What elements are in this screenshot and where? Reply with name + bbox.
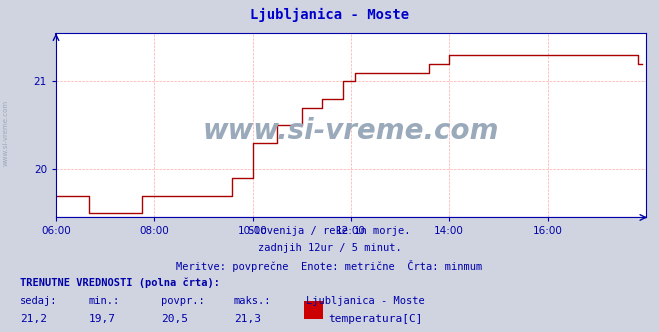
Text: temperatura[C]: temperatura[C] <box>328 314 422 324</box>
Text: povpr.:: povpr.: <box>161 296 205 306</box>
Text: min.:: min.: <box>89 296 120 306</box>
Text: Ljubljanica - Moste: Ljubljanica - Moste <box>306 296 425 306</box>
Text: Slovenija / reke in morje.: Slovenija / reke in morje. <box>248 226 411 236</box>
Text: 21,3: 21,3 <box>234 314 261 324</box>
Text: Ljubljanica - Moste: Ljubljanica - Moste <box>250 8 409 23</box>
Text: 21,2: 21,2 <box>20 314 47 324</box>
Text: 19,7: 19,7 <box>89 314 116 324</box>
Text: sedaj:: sedaj: <box>20 296 57 306</box>
Text: www.si-vreme.com: www.si-vreme.com <box>2 100 9 166</box>
Text: 20,5: 20,5 <box>161 314 188 324</box>
Text: maks.:: maks.: <box>234 296 272 306</box>
Text: www.si-vreme.com: www.si-vreme.com <box>203 117 499 145</box>
Text: TRENUTNE VREDNOSTI (polna črta):: TRENUTNE VREDNOSTI (polna črta): <box>20 277 219 288</box>
Text: zadnjih 12ur / 5 minut.: zadnjih 12ur / 5 minut. <box>258 243 401 253</box>
Text: Meritve: povprečne  Enote: metrične  Črta: minmum: Meritve: povprečne Enote: metrične Črta:… <box>177 260 482 272</box>
